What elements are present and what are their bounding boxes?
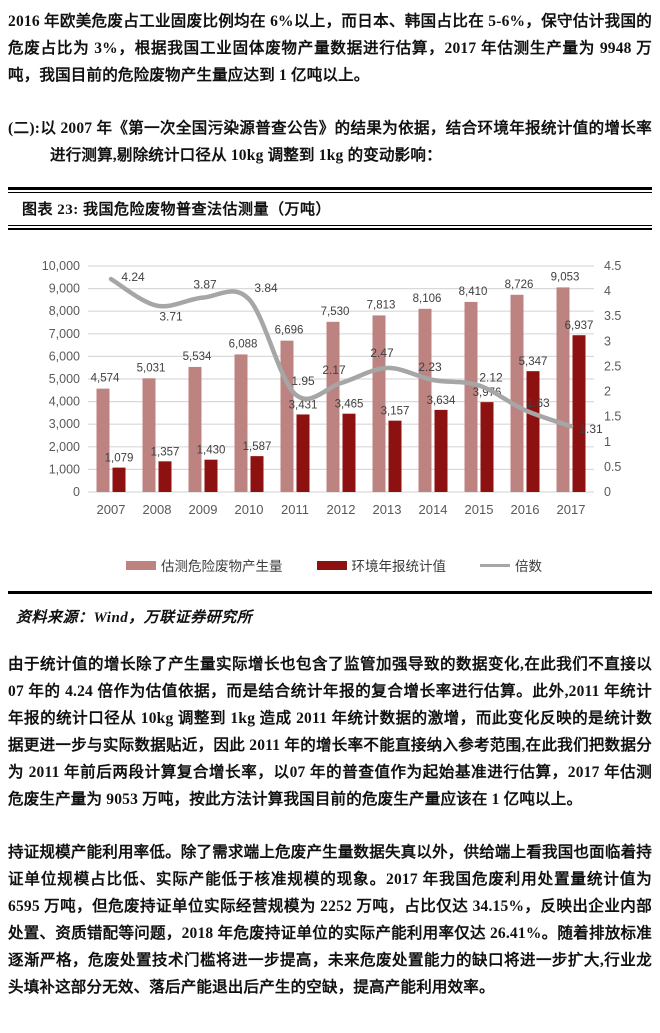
svg-text:1,079: 1,079 — [105, 453, 134, 465]
svg-text:3: 3 — [604, 334, 611, 348]
svg-text:8,106: 8,106 — [413, 293, 442, 305]
legend-label: 估测危险废物产生量 — [161, 559, 283, 574]
paragraph-intro: 2016 年欧美危废占工业固废比例均在 6%以上，而日本、韩国占比在 5-6%，… — [8, 13, 652, 84]
svg-text:9,000: 9,000 — [49, 282, 80, 296]
svg-text:5,534: 5,534 — [183, 351, 212, 363]
legend-item: 倍数 — [480, 555, 542, 575]
paragraph-method: (二):以 2007 年《第一次全国污染源普查公告》的结果为依据，结合环境年报统… — [8, 120, 652, 164]
svg-text:5,000: 5,000 — [49, 372, 80, 386]
legend-label: 倍数 — [515, 559, 542, 574]
figure-top-rule-thin — [8, 192, 652, 193]
svg-text:3.84: 3.84 — [254, 281, 278, 295]
paragraph-capacity: 持证规模产能利用率低。除了需求端上危废产生量数据失真以外，供给端上看我国也面临着… — [8, 839, 652, 1001]
figure-bottom-rule — [8, 591, 652, 594]
figure-title-rule-thin — [8, 225, 652, 226]
svg-text:2014: 2014 — [419, 502, 448, 517]
hazardous-waste-chart: 0 1,000 2,000 3,000 4,000 5,000 6,000 7,000 8,00… — [42, 259, 622, 517]
svg-text:2.23: 2.23 — [418, 360, 442, 374]
svg-text:7,813: 7,813 — [367, 299, 396, 311]
svg-text:4.5: 4.5 — [604, 259, 621, 273]
svg-text:1.31: 1.31 — [579, 422, 603, 436]
svg-text:2.12: 2.12 — [479, 371, 503, 385]
svg-text:0: 0 — [604, 485, 611, 499]
svg-text:2: 2 — [604, 385, 611, 399]
svg-text:3.71: 3.71 — [159, 310, 183, 324]
svg-text:1,587: 1,587 — [243, 441, 272, 453]
svg-text:4,000: 4,000 — [49, 395, 80, 409]
paragraph-capacity-body: 除了需求端上危废产生量数据失真以外，供给端上看我国也面临着持证单位规模占比低、实… — [8, 844, 652, 996]
legend-bar-swatch — [126, 560, 156, 570]
legend-line-swatch — [480, 563, 510, 567]
svg-text:2012: 2012 — [327, 502, 356, 517]
svg-text:4,574: 4,574 — [91, 373, 120, 385]
svg-text:1,000: 1,000 — [49, 462, 80, 476]
svg-text:6,696: 6,696 — [275, 325, 304, 337]
svg-text:3,634: 3,634 — [427, 395, 456, 407]
svg-text:3,431: 3,431 — [289, 399, 318, 411]
legend-item: 估测危险废物产生量 — [126, 555, 283, 575]
figure-block: 图表 23: 我国危险废物普查法估测量（万吨） 0 1,000 2,000 3,000… — [8, 187, 652, 594]
chart-legend: 估测危险废物产生量 环境年报统计值 倍数 — [26, 555, 642, 575]
legend-item: 环境年报统计值 — [316, 555, 447, 575]
svg-text:6,937: 6,937 — [565, 320, 594, 332]
svg-text:8,410: 8,410 — [459, 286, 488, 298]
svg-text:3,465: 3,465 — [335, 399, 364, 411]
svg-text:0.5: 0.5 — [604, 460, 621, 474]
figure-title: 图表 23: 我国危险废物普查法估测量（万吨） — [22, 202, 331, 218]
svg-text:2016: 2016 — [511, 502, 540, 517]
legend-label: 环境年报统计值 — [351, 559, 447, 574]
svg-text:8,000: 8,000 — [49, 304, 80, 318]
svg-text:10,000: 10,000 — [42, 259, 80, 273]
svg-text:1.63: 1.63 — [526, 396, 550, 410]
svg-text:2,000: 2,000 — [49, 440, 80, 454]
svg-text:0: 0 — [73, 485, 80, 499]
svg-text:3,000: 3,000 — [49, 417, 80, 431]
svg-text:2010: 2010 — [235, 502, 264, 517]
svg-text:6,000: 6,000 — [49, 349, 80, 363]
svg-text:1: 1 — [604, 435, 611, 449]
svg-text:2009: 2009 — [189, 502, 218, 517]
svg-text:3.5: 3.5 — [604, 309, 621, 323]
source-note: 资料来源：Wind，万联证券研究所 — [16, 610, 253, 626]
svg-text:7,530: 7,530 — [321, 306, 350, 318]
svg-text:1.5: 1.5 — [604, 410, 621, 424]
figure-title-rule — [8, 228, 652, 230]
svg-text:5,031: 5,031 — [137, 362, 166, 374]
svg-text:2011: 2011 — [281, 502, 309, 517]
svg-text:2007: 2007 — [97, 502, 126, 517]
svg-text:6,088: 6,088 — [229, 338, 258, 350]
svg-text:2013: 2013 — [373, 502, 402, 517]
svg-text:4.24: 4.24 — [121, 270, 145, 284]
figure-top-rule — [8, 187, 652, 190]
report-page: 2016 年欧美危废占工业固废比例均在 6%以上，而日本、韩国占比在 5-6%，… — [8, 13, 652, 1001]
chart-area: 0 1,000 2,000 3,000 4,000 5,000 6,000 7,000 8,00… — [8, 230, 652, 591]
svg-text:4: 4 — [604, 284, 611, 298]
svg-text:2.47: 2.47 — [370, 346, 394, 360]
svg-text:1.95: 1.95 — [291, 374, 315, 388]
svg-text:2015: 2015 — [465, 502, 494, 517]
svg-text:8,726: 8,726 — [505, 279, 534, 291]
svg-text:3.87: 3.87 — [193, 278, 217, 292]
svg-text:2017: 2017 — [557, 502, 586, 517]
svg-text:2008: 2008 — [143, 502, 172, 517]
svg-text:1,430: 1,430 — [197, 445, 226, 457]
paragraph-capacity-lead: 持证规模产能利用率低。 — [8, 844, 181, 861]
svg-text:1,357: 1,357 — [151, 446, 180, 458]
svg-text:2.17: 2.17 — [322, 363, 346, 377]
paragraph-analysis: 由于统计值的增长除了产生量实际增长也包含了监管加强导致的数据变化,在此我们不直接… — [8, 656, 652, 808]
svg-text:5,347: 5,347 — [519, 356, 548, 368]
legend-bar-swatch — [316, 560, 347, 570]
svg-text:9,053: 9,053 — [551, 271, 580, 283]
svg-text:3,157: 3,157 — [381, 406, 410, 418]
svg-text:7,000: 7,000 — [49, 327, 80, 341]
svg-text:2.5: 2.5 — [604, 359, 621, 373]
